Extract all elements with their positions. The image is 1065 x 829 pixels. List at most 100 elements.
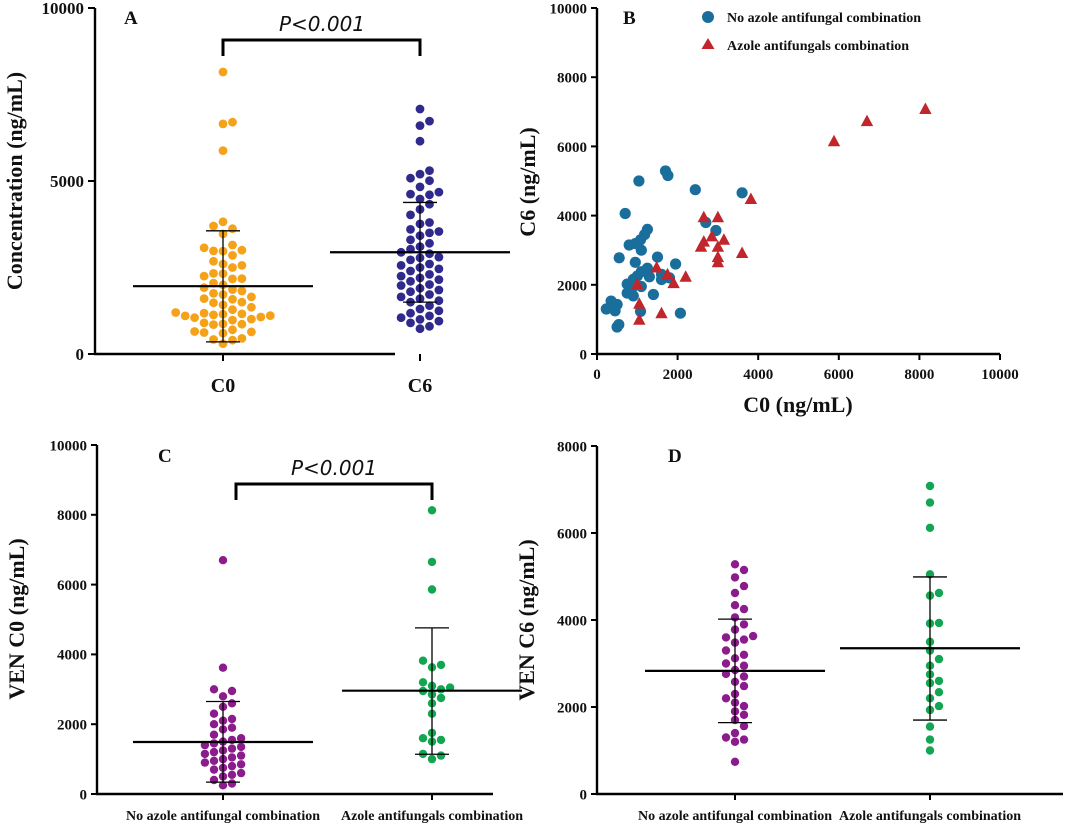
scatter-point-triangle bbox=[717, 233, 731, 245]
data-point bbox=[209, 765, 219, 774]
data-point bbox=[425, 301, 434, 310]
scatter-point-circle bbox=[633, 175, 645, 187]
y-tick-label: 5000 bbox=[50, 172, 84, 191]
data-point bbox=[200, 758, 210, 767]
scatter-point-circle bbox=[635, 244, 647, 256]
panel-c-y-label: VEN C0 (ng/mL) bbox=[4, 538, 29, 699]
y-tick-label: 4000 bbox=[557, 209, 587, 225]
scatter-point-circle bbox=[600, 303, 612, 315]
panel-b-x-label: C0 (ng/mL) bbox=[743, 392, 852, 417]
data-point bbox=[228, 274, 237, 284]
data-point bbox=[434, 306, 444, 316]
data-point bbox=[236, 742, 246, 752]
data-point bbox=[739, 701, 749, 711]
data-point bbox=[418, 656, 428, 665]
data-point bbox=[730, 737, 740, 746]
legend-no-azole-marker bbox=[702, 11, 714, 23]
data-point bbox=[209, 289, 218, 298]
data-point bbox=[418, 734, 428, 743]
panel-c: 0 2000 4000 6000 8000 10000 No azole antifung… bbox=[4, 438, 523, 824]
data-point bbox=[425, 311, 434, 321]
data-point bbox=[415, 169, 425, 179]
data-point bbox=[228, 315, 237, 325]
legend-azole-label: Azole antifungals combination bbox=[727, 39, 909, 54]
panel-b-y-label: C6 (ng/mL) bbox=[515, 127, 540, 236]
data-point bbox=[427, 585, 437, 594]
data-point bbox=[228, 263, 237, 272]
y-tick-label: 0 bbox=[580, 348, 588, 364]
data-point bbox=[739, 635, 749, 644]
data-point bbox=[425, 190, 434, 200]
y-tick-label: 0 bbox=[580, 787, 588, 803]
data-point bbox=[209, 720, 219, 729]
data-point bbox=[209, 709, 219, 718]
data-point bbox=[209, 256, 218, 266]
data-point bbox=[209, 730, 219, 739]
data-point bbox=[199, 308, 209, 318]
y-tick-label: 0 bbox=[76, 345, 85, 364]
data-point bbox=[171, 308, 181, 317]
data-point bbox=[209, 756, 219, 765]
data-point bbox=[247, 314, 256, 324]
data-point bbox=[228, 117, 237, 127]
data-point bbox=[434, 285, 444, 295]
data-point bbox=[739, 620, 749, 629]
y-tick-label: 0 bbox=[80, 787, 88, 803]
data-point bbox=[415, 136, 425, 146]
y-tick-label: 8000 bbox=[557, 71, 587, 87]
data-point bbox=[406, 276, 415, 286]
data-point bbox=[209, 320, 218, 329]
scatter-point-triangle bbox=[711, 210, 725, 223]
scatter-point-circle bbox=[651, 251, 664, 263]
data-point bbox=[396, 271, 406, 281]
data-point bbox=[721, 694, 731, 703]
data-point bbox=[925, 746, 935, 755]
data-point bbox=[425, 116, 434, 126]
data-point bbox=[425, 290, 434, 299]
data-point bbox=[406, 189, 415, 199]
data-point bbox=[396, 281, 406, 290]
data-point bbox=[406, 287, 415, 297]
data-point bbox=[739, 650, 749, 659]
data-point bbox=[237, 274, 247, 283]
panel-a-y-label: Concentration (ng/mL) bbox=[2, 72, 27, 290]
scatter-point-triangle bbox=[661, 267, 674, 280]
scatter-point-circle bbox=[629, 256, 641, 268]
data-point bbox=[934, 618, 944, 628]
panel-c-p-value: P<0.001 bbox=[291, 456, 377, 480]
data-point bbox=[406, 235, 415, 245]
data-point bbox=[237, 334, 247, 343]
data-point bbox=[209, 335, 218, 344]
x-tick-label: 10000 bbox=[981, 367, 1019, 383]
data-point bbox=[180, 311, 190, 321]
data-point bbox=[199, 318, 209, 328]
data-point bbox=[427, 754, 437, 764]
y-tick-label: 4000 bbox=[557, 613, 587, 629]
data-point bbox=[237, 286, 247, 296]
scatter-point-circle bbox=[623, 239, 635, 251]
x-tick-label: 4000 bbox=[743, 367, 773, 383]
data-point bbox=[434, 227, 444, 236]
data-point bbox=[247, 327, 256, 337]
panel-b: 0 2000 4000 6000 8000 10000 0 2000 4000 6000 8000… bbox=[515, 2, 1019, 418]
data-point bbox=[739, 604, 749, 614]
data-point bbox=[425, 166, 434, 176]
data-point bbox=[434, 275, 444, 284]
data-point bbox=[425, 321, 434, 331]
data-point bbox=[434, 252, 444, 262]
data-point bbox=[199, 283, 209, 292]
data-point bbox=[228, 335, 237, 345]
data-point bbox=[415, 315, 425, 324]
panel-c-significance-bracket bbox=[234, 482, 434, 500]
scatter-point-triangle bbox=[827, 134, 841, 147]
legend-azole-marker bbox=[701, 38, 715, 49]
scatter-point-triangle bbox=[694, 240, 708, 252]
data-point bbox=[436, 693, 446, 703]
x-category-label: Azole antifungals combination bbox=[839, 809, 1021, 824]
data-point bbox=[237, 245, 247, 255]
data-point bbox=[425, 199, 434, 209]
data-point bbox=[427, 557, 437, 567]
data-point bbox=[228, 224, 237, 234]
data-point bbox=[730, 588, 740, 598]
